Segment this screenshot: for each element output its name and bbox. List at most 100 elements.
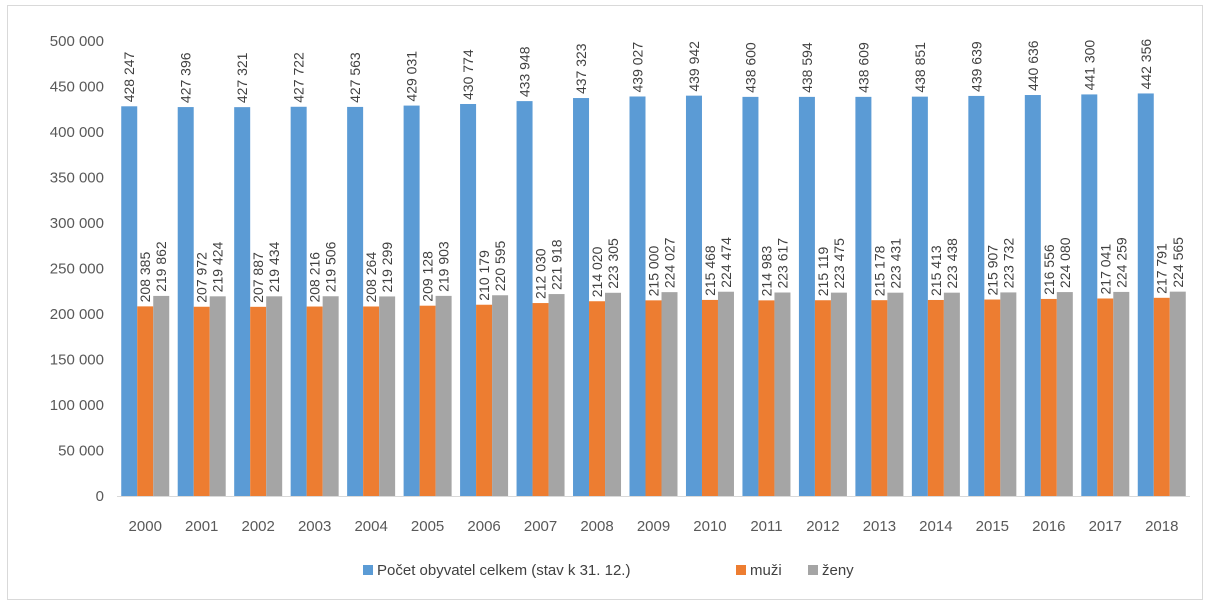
data-label: 215 907: [984, 245, 1000, 296]
data-label: 433 948: [517, 46, 533, 97]
y-tick-label: 150 000: [50, 352, 104, 369]
bar: [266, 296, 283, 496]
data-label: 437 323: [573, 43, 589, 94]
data-label: 219 862: [153, 241, 169, 292]
y-tick-label: 0: [96, 488, 104, 505]
bar: [1024, 95, 1041, 496]
data-label: 224 474: [718, 237, 734, 288]
bar: [177, 107, 194, 496]
data-label: 429 031: [404, 51, 420, 102]
data-label: 214 983: [758, 246, 774, 297]
data-label: 215 178: [871, 245, 887, 296]
data-label: 216 556: [1041, 244, 1057, 295]
bar: [573, 98, 590, 496]
x-tick-label: 2011: [750, 518, 782, 535]
y-tick-label: 350 000: [50, 170, 104, 187]
bar: [1113, 291, 1130, 496]
data-label: 224 259: [1113, 237, 1129, 288]
data-label: 208 264: [363, 252, 379, 303]
y-tick-label: 250 000: [50, 261, 104, 278]
bar: [629, 96, 646, 497]
bar: [855, 96, 872, 496]
bar: [476, 304, 493, 496]
bar: [1081, 94, 1098, 497]
x-tick-label: 2008: [580, 518, 613, 535]
data-label: 439 027: [630, 42, 646, 93]
data-label: 215 413: [928, 245, 944, 296]
x-tick-label: 2004: [354, 518, 387, 535]
legend-swatch: [808, 565, 818, 575]
bar: [589, 301, 606, 496]
x-tick-label: 2006: [467, 518, 500, 535]
bar: [419, 305, 436, 496]
bar: [742, 96, 759, 497]
data-label: 215 000: [646, 246, 662, 297]
data-label: 224 027: [662, 237, 678, 288]
bar: [306, 306, 323, 496]
data-label: 439 942: [686, 41, 702, 92]
bar: [1137, 93, 1154, 496]
bar: [1000, 292, 1017, 496]
bar: [758, 300, 775, 496]
bar: [685, 95, 702, 497]
data-label: 219 506: [323, 241, 339, 292]
data-label: 208 216: [307, 252, 323, 303]
y-tick-label: 300 000: [50, 215, 104, 232]
data-label: 223 617: [774, 238, 790, 289]
data-label: 427 722: [291, 52, 307, 103]
data-label: 221 918: [549, 239, 565, 290]
data-label: 207 972: [194, 252, 210, 303]
data-label: 212 030: [533, 248, 549, 299]
y-tick-label: 400 000: [50, 124, 104, 141]
x-tick-label: 2015: [976, 518, 1009, 535]
data-label: 217 791: [1154, 243, 1170, 294]
x-tick-label: 2018: [1145, 518, 1178, 535]
bar: [911, 96, 928, 496]
bar: [153, 295, 170, 496]
data-label: 223 438: [944, 238, 960, 289]
data-label: 438 609: [855, 42, 871, 93]
data-label: 223 475: [831, 238, 847, 289]
x-tick-label: 2007: [524, 518, 557, 535]
data-label: 209 128: [420, 251, 436, 302]
bar: [661, 292, 678, 496]
x-tick-label: 2010: [693, 518, 726, 535]
bar: [492, 295, 509, 496]
bar: [1097, 298, 1114, 496]
data-label: 430 774: [460, 49, 476, 100]
data-label: 223 305: [605, 238, 621, 289]
bar: [460, 103, 477, 496]
data-label: 438 600: [742, 42, 758, 93]
x-tick-label: 2009: [637, 518, 670, 535]
bar: [250, 306, 267, 496]
data-label: 219 424: [210, 242, 226, 293]
bar: [121, 106, 138, 496]
data-label: 219 299: [379, 242, 395, 293]
data-label: 427 396: [178, 52, 194, 103]
data-label: 217 041: [1097, 244, 1113, 295]
data-label: 223 732: [1000, 238, 1016, 289]
bar: [363, 306, 380, 496]
data-label: 439 639: [968, 41, 984, 92]
bar: [605, 292, 622, 496]
bar: [322, 296, 339, 496]
bar: [814, 300, 831, 496]
data-label: 427 321: [234, 52, 250, 103]
legend-label: Počet obyvatel celkem (stav k 31. 12.): [377, 562, 630, 579]
data-label: 440 636: [1025, 40, 1041, 91]
x-tick-label: 2013: [863, 518, 896, 535]
data-label: 224 080: [1057, 237, 1073, 288]
data-label: 438 594: [799, 42, 815, 93]
data-label: 215 119: [815, 246, 831, 296]
y-tick-label: 500 000: [50, 33, 104, 50]
bar: [984, 299, 1001, 496]
x-tick-label: 2016: [1032, 518, 1065, 535]
bar: [798, 96, 815, 497]
x-tick-label: 2003: [298, 518, 331, 535]
bar: [379, 296, 396, 496]
bar: [137, 306, 154, 496]
bar: [1040, 298, 1057, 496]
bar: [209, 296, 226, 496]
bar: [234, 107, 251, 497]
